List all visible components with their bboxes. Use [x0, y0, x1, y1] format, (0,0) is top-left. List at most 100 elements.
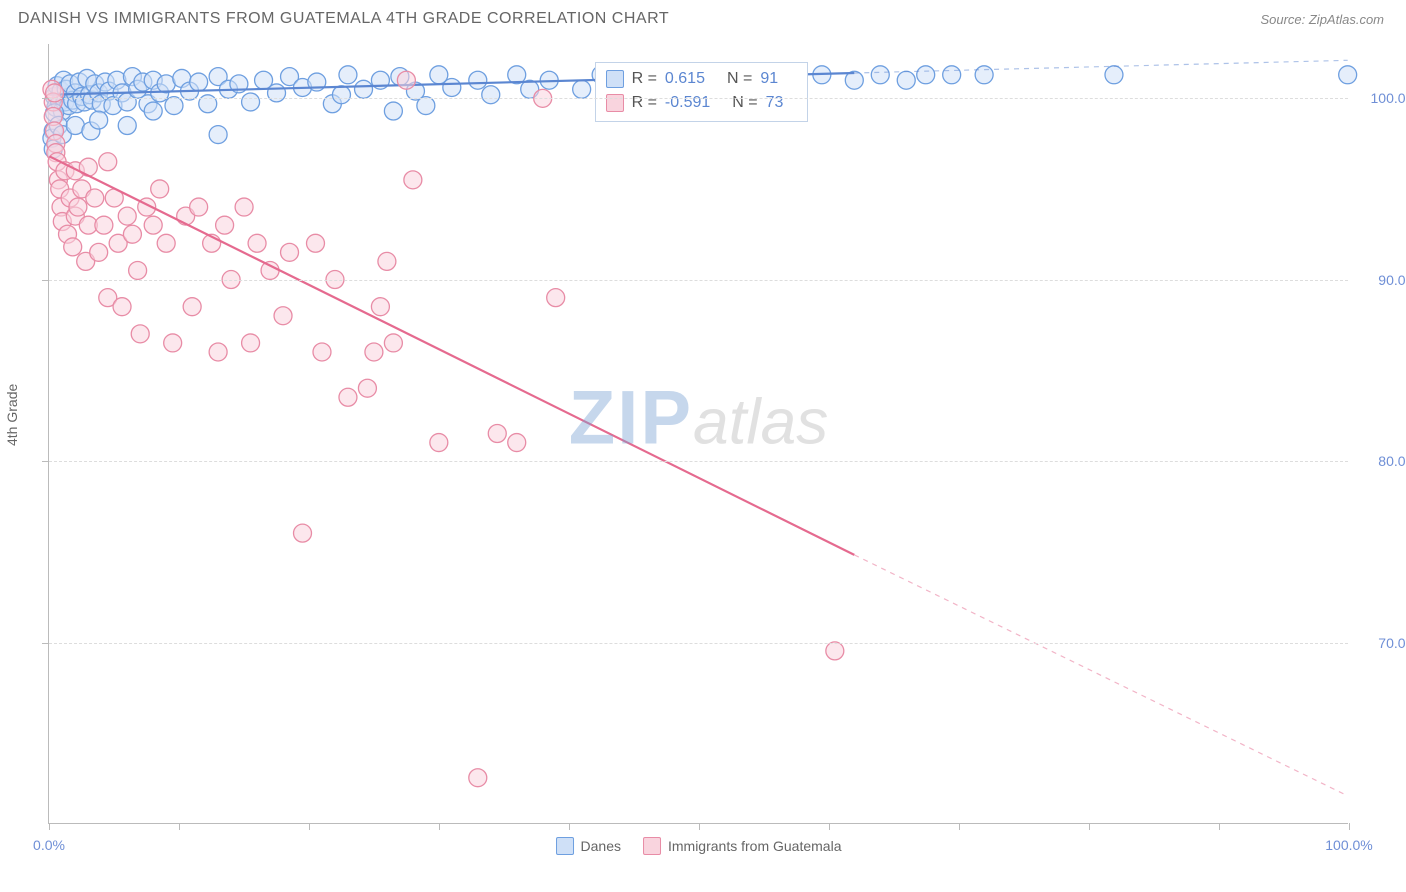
scatter-point [365, 343, 383, 361]
scatter-point [378, 252, 396, 270]
stats-row: R = 0.615 N = 91 [606, 67, 798, 91]
y-tick [42, 461, 49, 462]
scatter-point [358, 379, 376, 397]
scatter-point [397, 71, 415, 89]
scatter-point [404, 171, 422, 189]
scatter-point [90, 243, 108, 261]
scatter-point [371, 298, 389, 316]
trend-line-dashed [854, 555, 1347, 796]
scatter-point [482, 86, 500, 104]
x-tick-label: 0.0% [33, 837, 65, 853]
stats-r-value: 0.615 [665, 67, 705, 91]
stats-n-value: 73 [766, 91, 784, 115]
scatter-point [183, 298, 201, 316]
scatter-point [917, 66, 935, 84]
scatter-point [118, 117, 136, 135]
x-tick [1219, 823, 1220, 830]
scatter-point [469, 71, 487, 89]
legend-swatch [556, 837, 574, 855]
scatter-point [339, 66, 357, 84]
scatter-point [129, 261, 147, 279]
stats-r-label: R = [632, 91, 657, 115]
scatter-point [64, 238, 82, 256]
x-tick [1349, 823, 1350, 830]
scatter-point [1339, 66, 1357, 84]
legend-label: Immigrants from Guatemala [668, 838, 842, 854]
scatter-point [164, 334, 182, 352]
gridline-h [49, 98, 1348, 99]
scatter-point [355, 80, 373, 98]
scatter-point [469, 769, 487, 787]
scatter-point [123, 225, 141, 243]
x-tick [49, 823, 50, 830]
x-tick [569, 823, 570, 830]
scatter-point [157, 234, 175, 252]
y-tick-label: 80.0% [1378, 453, 1406, 469]
scatter-point [242, 93, 260, 111]
scatter-point [190, 198, 208, 216]
x-tick [1089, 823, 1090, 830]
scatter-point [332, 86, 350, 104]
stats-r-label: R = [632, 67, 657, 91]
gridline-h [49, 280, 1348, 281]
scatter-point [975, 66, 993, 84]
scatter-point [573, 80, 591, 98]
y-tick-label: 70.0% [1378, 635, 1406, 651]
scatter-point [871, 66, 889, 84]
y-tick-label: 100.0% [1371, 90, 1406, 106]
scatter-point [430, 434, 448, 452]
scatter-point [384, 102, 402, 120]
y-tick [42, 280, 49, 281]
scatter-point [248, 234, 266, 252]
legend-label: Danes [581, 838, 621, 854]
y-tick-label: 90.0% [1378, 272, 1406, 288]
chart-title: DANISH VS IMMIGRANTS FROM GUATEMALA 4TH … [18, 10, 669, 28]
x-tick [829, 823, 830, 830]
scatter-point [274, 307, 292, 325]
scatter-point [443, 78, 461, 96]
scatter-point [90, 111, 108, 129]
scatter-point [190, 73, 208, 91]
scatter-point [313, 343, 331, 361]
stats-n-value: 91 [760, 67, 778, 91]
trend-line [49, 156, 854, 555]
scatter-point [261, 261, 279, 279]
scatter-point [86, 189, 104, 207]
scatter-point [339, 388, 357, 406]
scatter-svg [49, 44, 1348, 823]
x-tick [699, 823, 700, 830]
stats-swatch [606, 70, 624, 88]
y-tick [42, 643, 49, 644]
x-tick [959, 823, 960, 830]
scatter-point [216, 216, 234, 234]
legend-item: Immigrants from Guatemala [643, 837, 842, 855]
scatter-point [547, 289, 565, 307]
scatter-point [294, 524, 312, 542]
y-axis-title: 4th Grade [4, 384, 20, 446]
x-tick [439, 823, 440, 830]
chart-plot-area: ZIPatlas R = 0.615 N = 91 R = -0.591 N =… [48, 44, 1348, 824]
stats-n-label: N = [732, 91, 757, 115]
scatter-point [943, 66, 961, 84]
legend-item: Danes [556, 837, 621, 855]
scatter-point [508, 434, 526, 452]
stats-n-label: N = [727, 67, 752, 91]
x-tick [309, 823, 310, 830]
stats-r-value: -0.591 [665, 91, 710, 115]
scatter-point [242, 334, 260, 352]
scatter-point [488, 425, 506, 443]
stats-row: R = -0.591 N = 73 [606, 91, 798, 115]
scatter-point [384, 334, 402, 352]
x-tick-label: 100.0% [1325, 837, 1372, 853]
scatter-point [69, 198, 87, 216]
x-tick [179, 823, 180, 830]
scatter-point [99, 153, 117, 171]
gridline-h [49, 643, 1348, 644]
scatter-point [151, 180, 169, 198]
source-attribution: Source: ZipAtlas.com [1260, 12, 1384, 27]
scatter-point [118, 207, 136, 225]
scatter-point [209, 126, 227, 144]
legend-swatch [643, 837, 661, 855]
y-tick [42, 98, 49, 99]
scatter-point [209, 343, 227, 361]
